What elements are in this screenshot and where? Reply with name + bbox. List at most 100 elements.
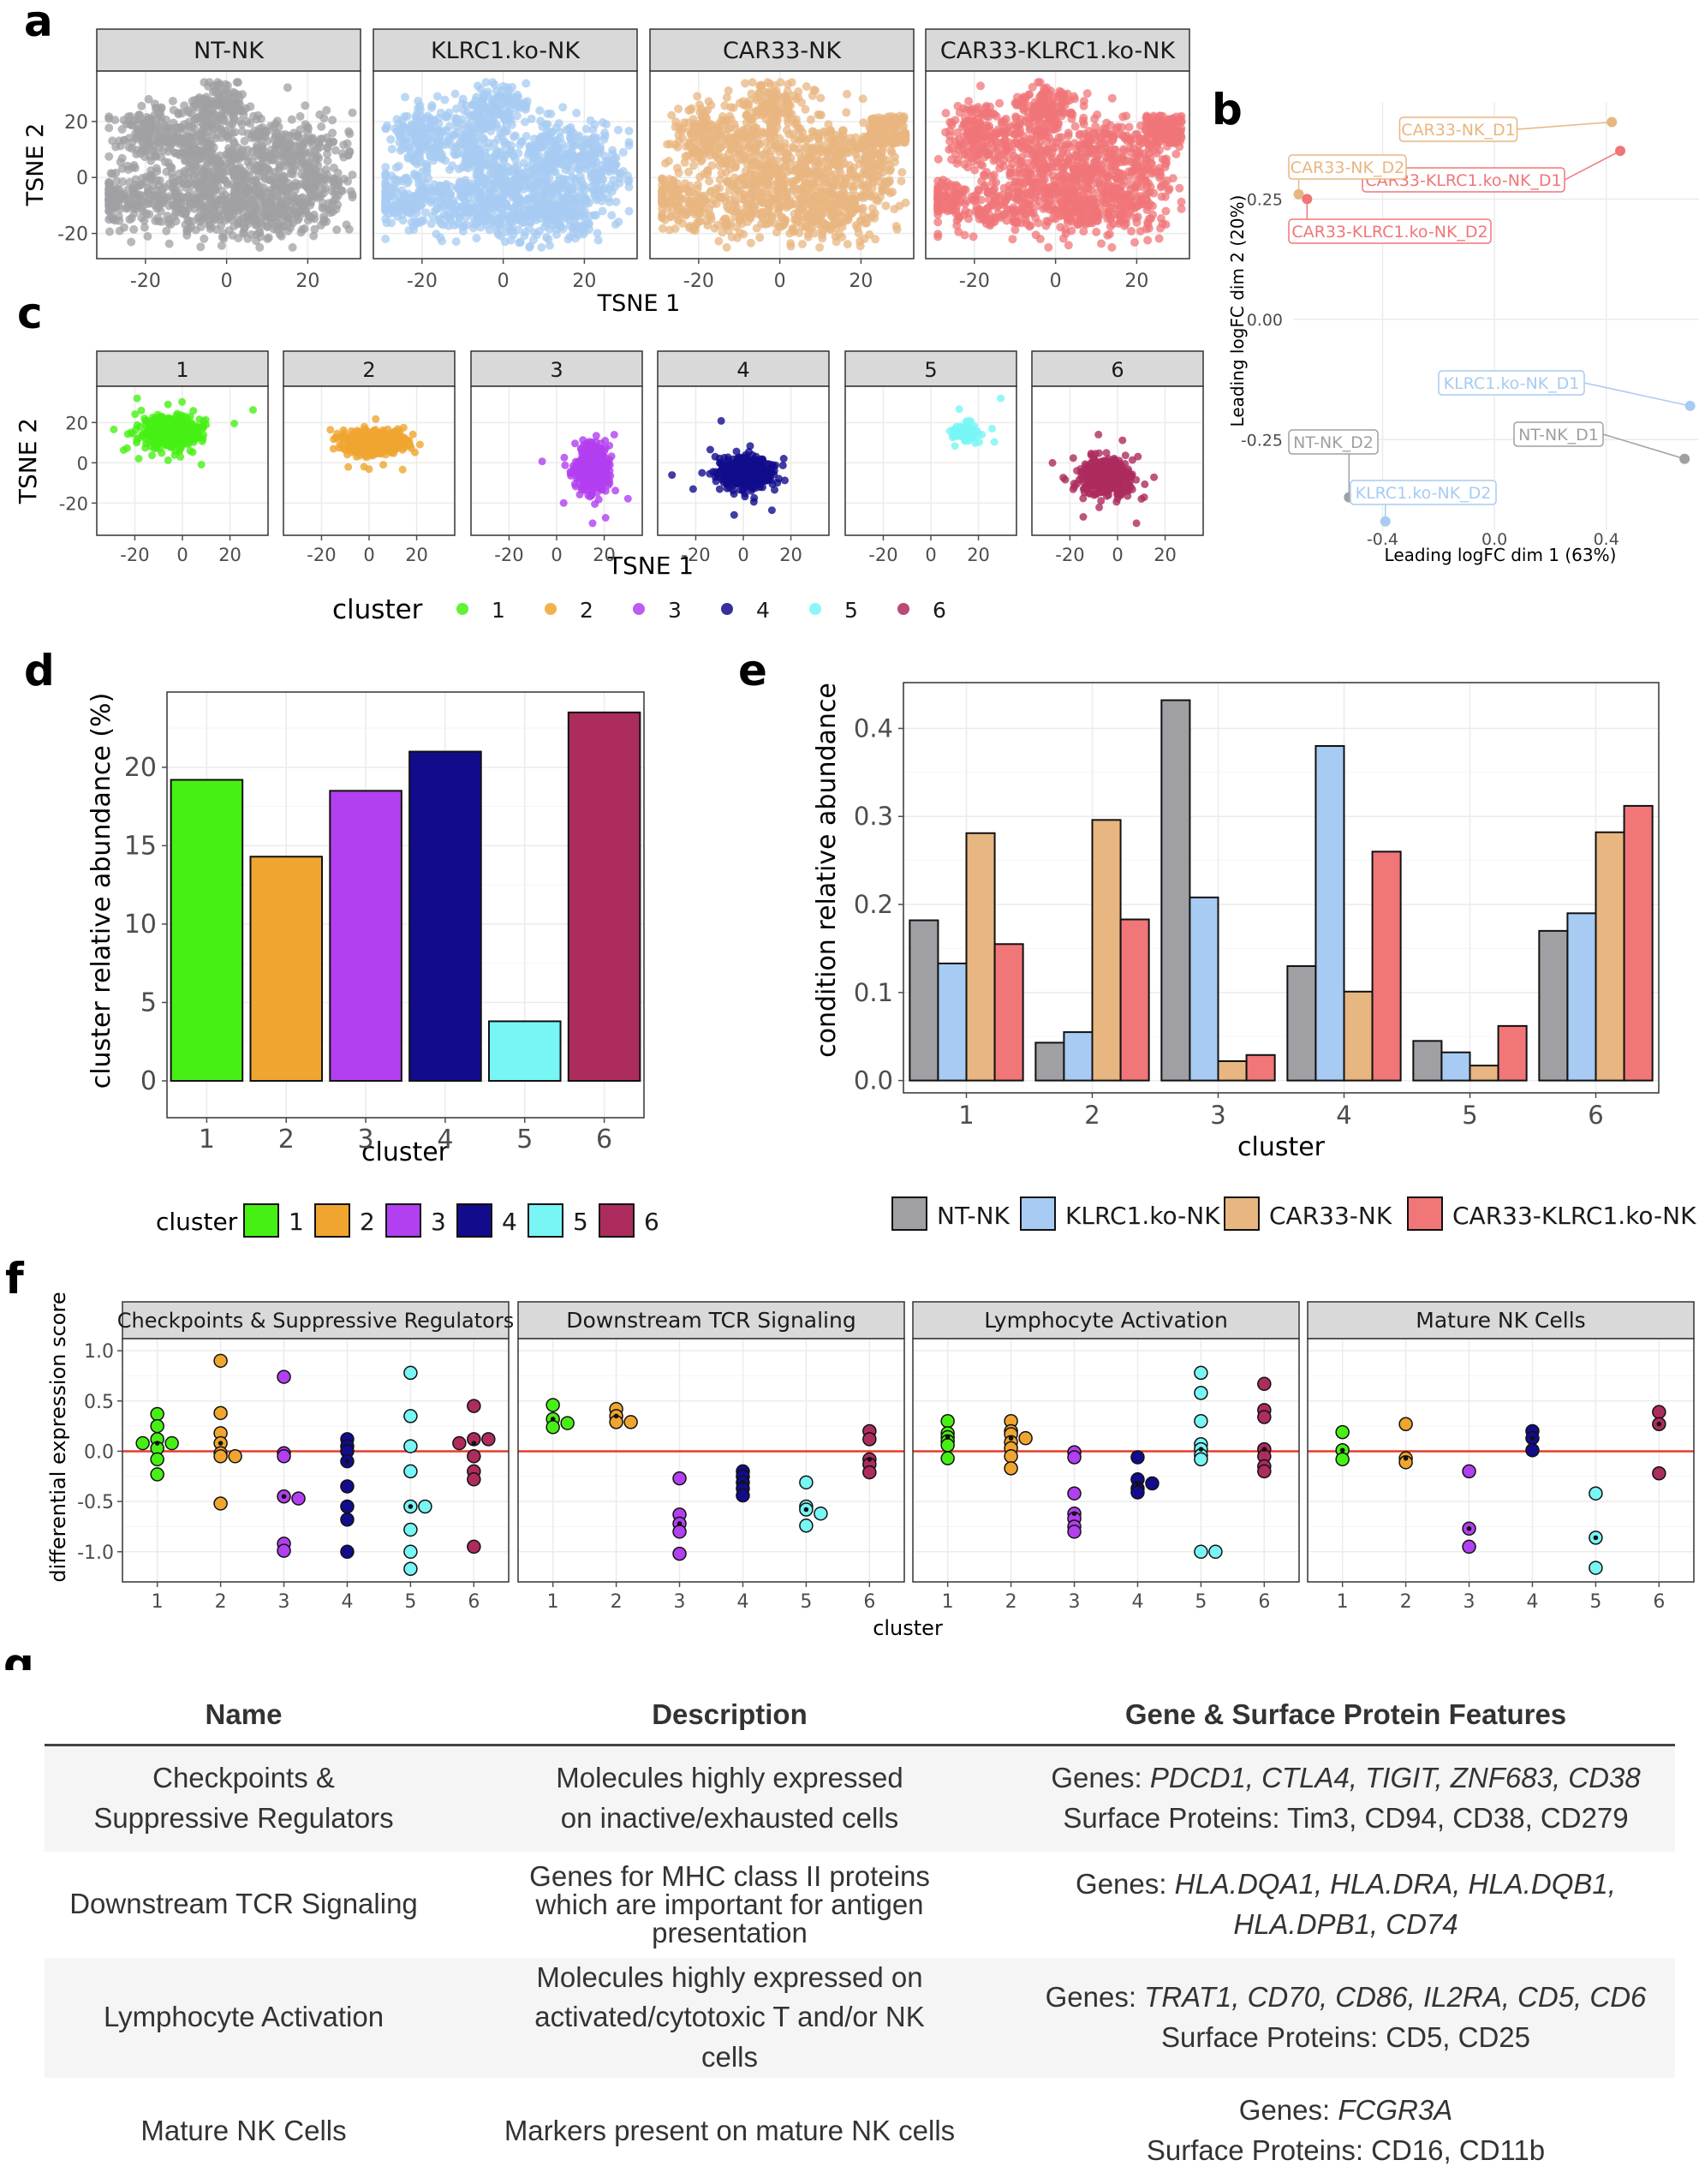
data-point (235, 152, 244, 161)
panel-label-a: a (24, 0, 53, 46)
data-point (200, 235, 208, 243)
data-point (877, 140, 885, 148)
data-point (436, 186, 444, 194)
data-point (614, 218, 623, 226)
data-point (658, 213, 666, 222)
data-point (397, 116, 406, 125)
data-point (165, 144, 174, 152)
data-point (741, 79, 749, 87)
data-point (158, 139, 166, 147)
data-point (816, 93, 825, 102)
data-point (201, 170, 210, 179)
data-point (233, 190, 241, 199)
data-point (514, 172, 522, 181)
data-point (771, 139, 779, 147)
data-point (803, 180, 812, 188)
facet-label: KLRC1.ko-NK (431, 38, 581, 64)
data-point (785, 230, 794, 238)
data-point (107, 169, 116, 177)
data-point (409, 222, 418, 230)
data-point (243, 170, 252, 178)
data-point (491, 81, 499, 89)
data-point (471, 110, 480, 119)
data-point (194, 198, 202, 206)
data-point (433, 92, 442, 101)
data-point (764, 201, 772, 210)
data-point (589, 126, 598, 134)
data-point (778, 181, 787, 189)
data-point (542, 120, 551, 128)
data-point (857, 182, 866, 190)
data-point (161, 158, 170, 166)
data-point (245, 186, 253, 194)
data-point (164, 194, 172, 203)
data-point (392, 164, 401, 172)
data-point (736, 229, 744, 237)
data-point (770, 128, 778, 137)
data-point (851, 134, 860, 142)
data-point (813, 212, 821, 220)
data-point (688, 147, 696, 156)
data-point (546, 153, 555, 162)
data-point (310, 211, 319, 219)
data-point (515, 182, 523, 191)
data-point (754, 136, 762, 145)
data-point (511, 131, 520, 140)
data-point (766, 218, 774, 227)
data-point (390, 209, 398, 218)
data-point (474, 178, 483, 187)
data-point (344, 128, 353, 136)
data-point (244, 212, 253, 220)
data-point (453, 150, 462, 158)
data-point (488, 215, 497, 224)
data-point (1155, 235, 1164, 243)
data-point (462, 151, 471, 159)
data-point (129, 225, 138, 234)
data-point (625, 207, 634, 216)
data-point (426, 152, 435, 161)
data-point (389, 182, 397, 190)
data-point (227, 206, 235, 214)
data-point (738, 195, 747, 204)
data-point (218, 87, 226, 96)
data-point (682, 210, 690, 218)
data-point (162, 116, 170, 124)
data-point (301, 224, 309, 233)
data-point (695, 173, 704, 182)
data-point (423, 162, 432, 170)
data-point (254, 150, 263, 158)
data-point (528, 206, 537, 214)
data-point (747, 175, 755, 183)
data-point (721, 192, 730, 200)
data-point (625, 138, 634, 146)
data-point (537, 188, 545, 197)
data-point (772, 228, 781, 236)
data-point (853, 224, 861, 232)
data-point (509, 227, 517, 236)
data-point (143, 232, 152, 241)
data-point (847, 165, 855, 174)
data-point (616, 170, 624, 178)
data-point (265, 176, 274, 184)
data-point (551, 168, 560, 176)
data-point (156, 109, 164, 117)
data-point (667, 111, 676, 120)
data-point (554, 186, 563, 194)
data-point (712, 140, 721, 148)
data-point (322, 165, 331, 174)
data-point (751, 144, 760, 152)
data-point (276, 225, 284, 234)
data-point (572, 109, 581, 117)
data-point (120, 224, 128, 232)
data-point (681, 184, 689, 193)
panel-label-b: b (1212, 85, 1243, 134)
data-point (887, 146, 896, 155)
data-point (468, 159, 477, 168)
data-point (477, 98, 486, 107)
data-point (838, 190, 846, 199)
data-point (461, 159, 469, 168)
data-point (169, 97, 177, 105)
data-point (813, 170, 821, 178)
data-point (264, 165, 272, 174)
